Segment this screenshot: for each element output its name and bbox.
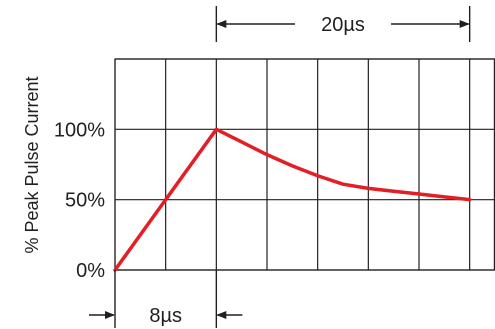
dimension-label: 8µs: [149, 305, 182, 327]
grid: [114, 58, 495, 271]
y-tick-labels: 0% 50% 100%: [54, 119, 105, 282]
plot-frame: [114, 58, 495, 271]
annotations: 8µs 20µs: [89, 6, 471, 328]
y-tick-label: 50%: [65, 190, 105, 212]
y-tick-label: 100%: [54, 119, 105, 141]
dimension-label: 20µs: [321, 14, 365, 36]
pulse-current-line: [113, 127, 472, 272]
y-tick-label: 0%: [76, 260, 105, 282]
y-axis-label: % Peak Pulse Current: [22, 76, 42, 253]
series-layer: [113, 127, 472, 272]
